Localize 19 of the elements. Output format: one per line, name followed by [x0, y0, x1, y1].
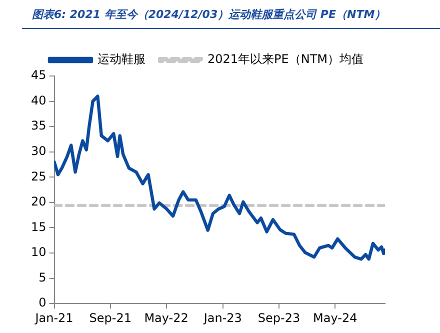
- y-tick-label: 20: [30, 194, 46, 209]
- y-tick-label: 5: [38, 270, 46, 284]
- x-tick-label: May-24: [313, 310, 358, 325]
- x-tick-label: Sep-23: [258, 310, 300, 325]
- legend-label: 运动鞋服: [97, 52, 146, 66]
- y-tick-label: 35: [30, 118, 46, 133]
- x-tick-label: Jan-23: [202, 310, 242, 325]
- x-tick-label: Sep-21: [89, 310, 132, 325]
- x-tick-label: Jan-21: [34, 310, 74, 325]
- legend-label: 2021年以来PE（NTM）均值: [207, 52, 364, 66]
- chart-title: 图表6: 2021 年至今（2024/12/03）运动鞋服重点公司 PE（NTM）: [22, 5, 440, 29]
- y-tick-label: 25: [30, 169, 46, 184]
- x-tick-label: May-22: [144, 310, 188, 325]
- y-tick-label: 10: [30, 245, 46, 260]
- y-tick-label: 0: [38, 296, 46, 310]
- y-tick-label: 15: [30, 220, 46, 234]
- y-tick-label: 40: [30, 93, 46, 108]
- y-tick-label: 45: [30, 68, 46, 82]
- y-tick-label: 30: [30, 144, 46, 158]
